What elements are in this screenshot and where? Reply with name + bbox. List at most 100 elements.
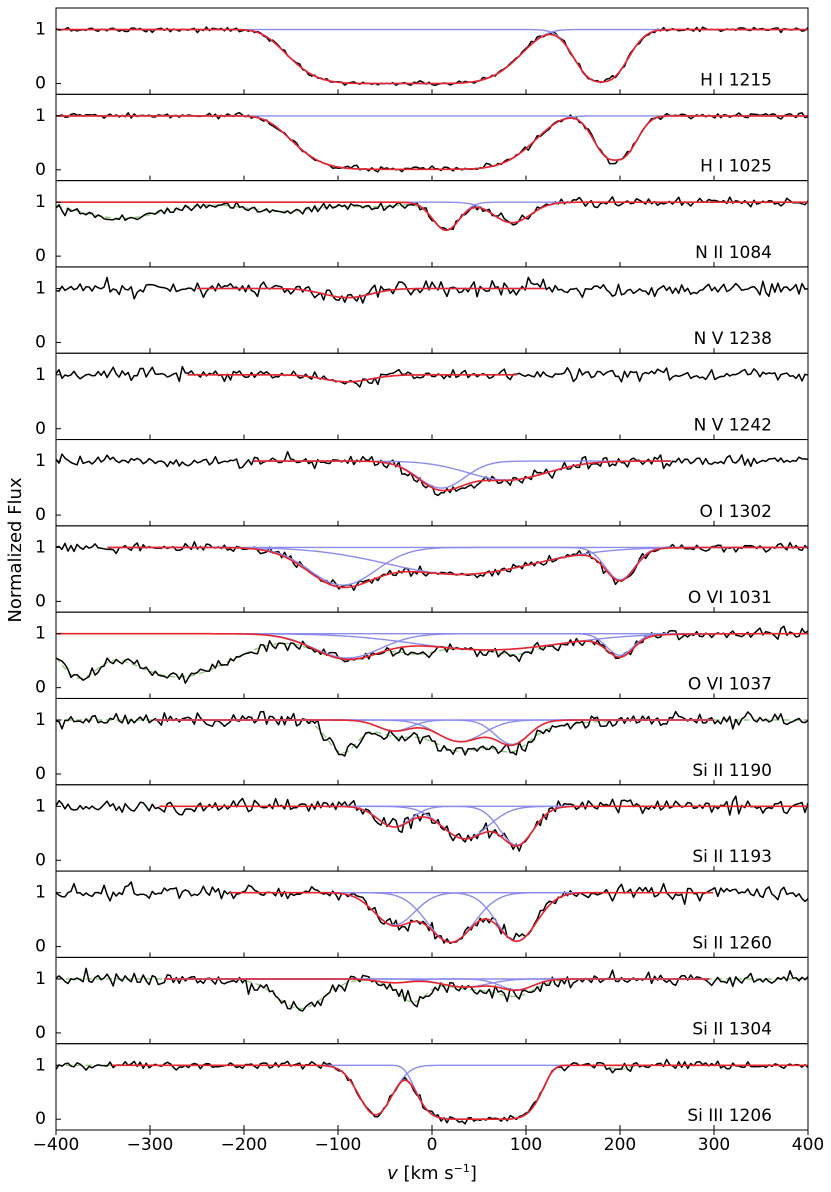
component-profile <box>107 546 808 586</box>
spectrum-panel: 0 1 Si II 1304 <box>35 956 809 1045</box>
panel-label: N II 1084 <box>695 243 772 263</box>
spectrum-panel: 0 1 N II 1084 <box>35 180 809 268</box>
y-tick-label: 1 <box>35 537 46 557</box>
panel-plot-area <box>56 1058 808 1125</box>
component-profile <box>56 115 808 171</box>
panel-plot-area <box>56 625 808 684</box>
component-profile <box>229 892 714 943</box>
panel-plot-area <box>56 276 808 304</box>
panel-label: Si II 1260 <box>692 933 772 953</box>
panel-label: N V 1238 <box>694 329 772 349</box>
panel-plot-area <box>56 967 808 1012</box>
y-axis-label-text: Normalized Flux <box>5 477 26 623</box>
panel-plot-area <box>56 365 808 388</box>
total-fit <box>229 891 714 944</box>
spectrum-panel: 0 1 Si II 1260 <box>35 870 809 958</box>
spectrum-panel: 0 1 N V 1242 <box>35 352 809 441</box>
panel-label: H I 1215 <box>700 70 772 90</box>
observed-spectrum <box>56 881 808 945</box>
panel-label: Si III 1206 <box>687 1106 772 1126</box>
contaminant-model <box>56 201 808 232</box>
spectrum-panel: 0 1 Si III 1206 <box>35 1043 809 1131</box>
panel-label: O VI 1037 <box>688 674 772 694</box>
y-tick-label: 1 <box>35 451 46 471</box>
spectrum-panel: 0 1 O I 1302 <box>35 439 809 527</box>
panel-frame <box>55 7 809 95</box>
y-tick-label: 0 <box>35 505 46 525</box>
y-tick-label: 1 <box>35 20 46 40</box>
x-axis-label: v [km s−1] <box>56 1162 808 1184</box>
observed-spectrum <box>56 365 808 388</box>
x-axis-unit-sup: −1 <box>453 1162 470 1175</box>
x-tick-label: 400 <box>792 1135 824 1155</box>
panel-plot-area <box>56 450 808 497</box>
y-tick-label: 0 <box>35 764 46 784</box>
y-tick-label: 1 <box>35 279 46 299</box>
y-tick-label: 0 <box>35 160 46 180</box>
y-tick-label: 0 <box>35 1109 46 1129</box>
y-tick-label: 1 <box>35 192 46 212</box>
component-profile <box>56 28 808 83</box>
contaminant-model <box>56 719 808 754</box>
panel-frame <box>55 439 809 527</box>
component-profile <box>56 201 808 231</box>
y-tick-label: 0 <box>35 591 46 611</box>
component-profile <box>154 719 714 743</box>
component-profile <box>159 805 808 846</box>
panel-plot-area <box>56 710 808 757</box>
x-tick-label: 200 <box>604 1135 636 1155</box>
y-tick-label: 0 <box>35 850 46 870</box>
observed-spectrum <box>56 276 808 304</box>
spectrum-panel: 0 1 O VI 1037 <box>35 611 809 699</box>
observed-spectrum <box>56 795 808 852</box>
y-tick-label: 0 <box>35 419 46 439</box>
x-axis-unit-pre: [km s <box>403 1163 454 1184</box>
total-fit <box>107 546 808 589</box>
x-axis-unit-post: ] <box>469 1163 477 1184</box>
y-tick-label: 1 <box>35 796 46 816</box>
y-tick-label: 0 <box>35 332 46 352</box>
spectrum-panel: 0 1 Si II 1190 <box>35 697 809 786</box>
total-fit <box>154 719 714 747</box>
component-profile <box>56 633 808 651</box>
panel-plot-area <box>56 541 808 592</box>
observed-spectrum <box>56 196 808 231</box>
component-profile <box>107 546 808 576</box>
observed-spectrum <box>56 26 808 87</box>
total-fit <box>56 28 808 85</box>
x-tick-label: −400 <box>33 1135 80 1155</box>
panel-plot-area <box>56 111 808 173</box>
x-tick-label: 300 <box>698 1135 730 1155</box>
panel-label: O I 1302 <box>700 502 772 522</box>
total-fit <box>112 1064 808 1120</box>
total-fit <box>159 805 808 847</box>
y-tick-label: 0 <box>35 678 46 698</box>
panel-label: Si II 1193 <box>692 847 772 867</box>
total-fit <box>56 115 808 171</box>
component-profile <box>229 892 714 926</box>
x-tick-label: −100 <box>315 1135 362 1155</box>
total-fit <box>187 373 517 383</box>
panel-plot-area <box>56 26 808 87</box>
total-fit <box>164 978 710 992</box>
panel-label: Si II 1190 <box>692 761 772 781</box>
component-profile <box>56 115 808 161</box>
spectrum-panel: 0 1 H I 1025 <box>35 93 809 182</box>
panel-label: Si II 1304 <box>692 1020 772 1040</box>
spectrum-panel: 0 1 N V 1238 <box>35 266 809 354</box>
observed-spectrum <box>56 625 808 684</box>
spectrum-panel: 0 1 H I 1215 <box>35 7 809 95</box>
y-tick-label: 0 <box>35 74 46 94</box>
total-fit <box>253 460 671 492</box>
panel-label: N V 1242 <box>694 416 772 436</box>
y-tick-label: 1 <box>35 1055 46 1075</box>
total-fit <box>56 632 808 661</box>
spectrum-panel: 0 1 O VI 1031 <box>35 525 809 613</box>
y-tick-label: 1 <box>35 624 46 644</box>
panel-plot-area <box>56 196 808 232</box>
y-tick-label: 1 <box>35 969 46 989</box>
y-tick-label: 1 <box>35 710 46 730</box>
x-tick-label: 0 <box>427 1135 438 1155</box>
y-axis-label: Normalized Flux <box>5 477 26 623</box>
